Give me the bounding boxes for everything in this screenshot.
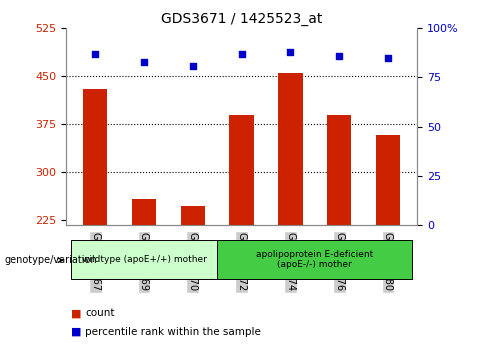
Text: ■: ■ bbox=[71, 308, 81, 318]
Bar bbox=[181, 206, 205, 225]
FancyBboxPatch shape bbox=[217, 240, 412, 279]
Text: count: count bbox=[85, 308, 115, 318]
Point bbox=[140, 59, 148, 64]
Point bbox=[335, 53, 343, 59]
Point bbox=[286, 49, 294, 55]
Text: percentile rank within the sample: percentile rank within the sample bbox=[85, 327, 261, 337]
Point bbox=[189, 63, 197, 68]
Text: wildtype (apoE+/+) mother: wildtype (apoE+/+) mother bbox=[81, 255, 206, 264]
Bar bbox=[229, 115, 254, 225]
Title: GDS3671 / 1425523_at: GDS3671 / 1425523_at bbox=[161, 12, 322, 26]
Text: genotype/variation: genotype/variation bbox=[5, 255, 98, 265]
Bar bbox=[327, 115, 351, 225]
Point bbox=[384, 55, 392, 61]
FancyBboxPatch shape bbox=[71, 240, 217, 279]
Bar bbox=[132, 199, 156, 225]
Point bbox=[91, 51, 99, 57]
Text: apolipoprotein E-deficient
(apoE-/-) mother: apolipoprotein E-deficient (apoE-/-) mot… bbox=[256, 250, 373, 269]
Point bbox=[238, 51, 245, 57]
Bar bbox=[278, 73, 303, 225]
Bar bbox=[376, 135, 400, 225]
Text: ■: ■ bbox=[71, 327, 81, 337]
Bar bbox=[83, 89, 107, 225]
